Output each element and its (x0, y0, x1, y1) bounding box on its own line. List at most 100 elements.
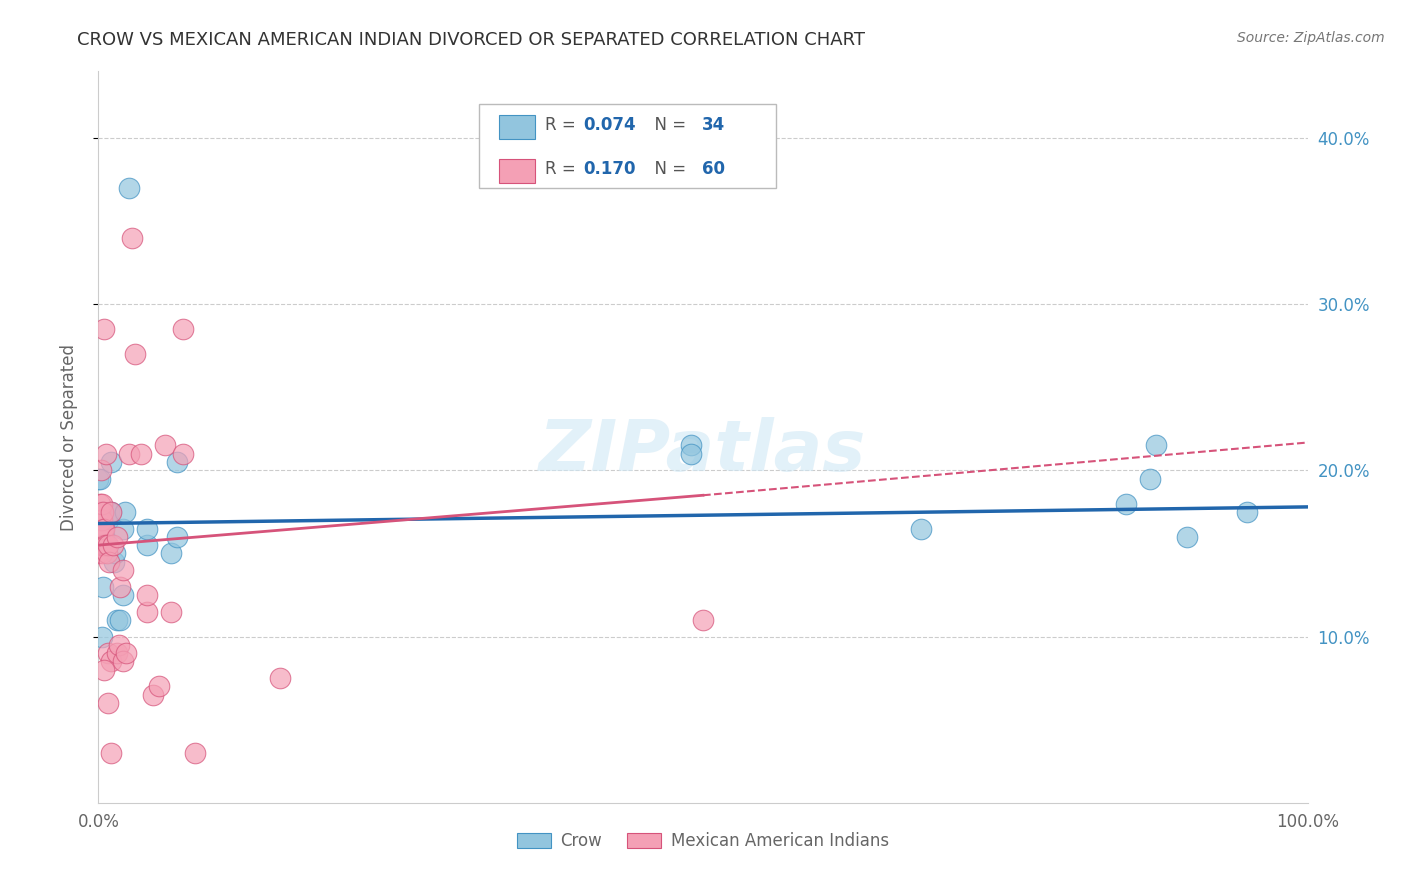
Point (103, 555, 125, 569)
Point (89, 472, 111, 486)
Point (129, 447, 152, 461)
Point (105, 613, 128, 627)
Point (108, 638, 131, 652)
Text: N =: N = (644, 160, 692, 178)
Point (142, 688, 165, 702)
Y-axis label: Divorced or Separated: Divorced or Separated (59, 343, 77, 531)
Point (93, 322, 115, 336)
Point (97, 696, 120, 710)
Point (87, 472, 110, 486)
Point (90, 521, 112, 535)
Point (90, 530, 112, 544)
Point (118, 447, 141, 461)
Point (111, 655, 134, 669)
Point (90, 513, 112, 527)
Point (100, 505, 122, 519)
Point (111, 521, 134, 535)
Text: CROW VS MEXICAN AMERICAN INDIAN DIVORCED OR SEPARATED CORRELATION CHART: CROW VS MEXICAN AMERICAN INDIAN DIVORCED… (77, 31, 865, 49)
Point (87, 538, 110, 552)
FancyBboxPatch shape (499, 159, 534, 183)
Point (93, 538, 115, 552)
Point (184, 746, 207, 760)
Point (91, 497, 114, 511)
Point (87, 546, 110, 560)
Text: 0.170: 0.170 (583, 160, 636, 178)
Point (90, 513, 112, 527)
Point (100, 505, 122, 519)
Point (679, 438, 702, 452)
Legend: Crow, Mexican American Indians: Crow, Mexican American Indians (510, 825, 896, 856)
Point (97, 646, 120, 660)
Point (1115, 497, 1137, 511)
Point (124, 347, 146, 361)
Point (166, 455, 188, 469)
Point (89, 497, 111, 511)
Point (118, 180, 141, 194)
Point (94, 447, 117, 461)
Point (90, 538, 112, 552)
Point (111, 563, 134, 577)
Point (97, 513, 120, 527)
Point (114, 505, 136, 519)
Point (96, 546, 118, 560)
Point (1146, 438, 1168, 452)
Point (91, 580, 114, 594)
Point (89, 538, 111, 552)
Point (160, 546, 183, 560)
Point (135, 605, 157, 619)
Point (172, 447, 194, 461)
Point (148, 680, 170, 694)
Point (101, 538, 124, 552)
Point (91, 530, 114, 544)
Text: R =: R = (544, 160, 581, 178)
Point (104, 546, 127, 560)
Text: ZIPatlas: ZIPatlas (540, 417, 866, 486)
Text: 0.074: 0.074 (583, 116, 636, 134)
Point (172, 322, 194, 336)
Point (105, 530, 128, 544)
Text: N =: N = (644, 116, 692, 134)
Point (269, 671, 291, 685)
Point (135, 521, 157, 535)
Point (108, 580, 131, 594)
Point (153, 438, 176, 452)
Point (89, 521, 111, 535)
Text: Source: ZipAtlas.com: Source: ZipAtlas.com (1237, 31, 1385, 45)
Point (89, 513, 111, 527)
Text: 34: 34 (702, 116, 725, 134)
Point (91, 546, 114, 560)
Point (94, 538, 117, 552)
Text: 60: 60 (702, 160, 724, 178)
Point (87, 530, 110, 544)
Point (90, 463, 112, 477)
Point (135, 588, 157, 602)
Point (105, 646, 128, 660)
Point (91, 521, 114, 535)
Point (692, 613, 714, 627)
Point (96, 538, 118, 552)
Point (91, 505, 114, 519)
Point (100, 655, 122, 669)
Point (91, 505, 114, 519)
Point (166, 530, 188, 544)
Point (910, 521, 932, 535)
Point (100, 455, 122, 469)
Point (98, 555, 121, 569)
Point (115, 646, 138, 660)
Point (89, 530, 111, 544)
Text: R =: R = (544, 116, 581, 134)
Point (1139, 472, 1161, 486)
Point (89, 505, 111, 519)
Point (1175, 530, 1198, 544)
Point (94, 538, 117, 552)
Point (93, 530, 115, 544)
Point (93, 663, 115, 677)
Point (121, 230, 143, 244)
Point (91, 630, 114, 644)
Point (89, 513, 111, 527)
Point (87, 513, 110, 527)
Point (108, 613, 131, 627)
Point (679, 447, 702, 461)
Point (135, 538, 157, 552)
Point (91, 513, 114, 527)
